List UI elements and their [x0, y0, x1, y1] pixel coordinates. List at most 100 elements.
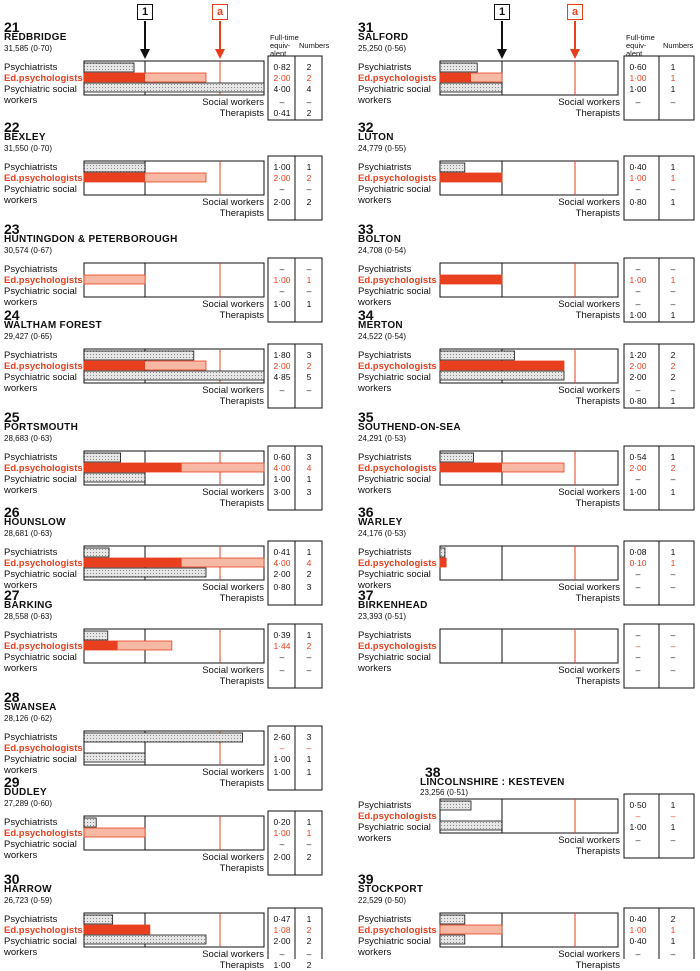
area-name-swansea: SWANSEA — [4, 702, 57, 713]
bar-psychiatrists — [439, 350, 515, 361]
label-therapists: Therapists — [575, 498, 620, 509]
fte-value: – — [635, 184, 641, 194]
area-rank: 23 — [4, 221, 20, 237]
label-therapists: Therapists — [575, 108, 620, 119]
count-value: 2 — [306, 641, 312, 651]
fte-value: – — [635, 299, 641, 309]
count-value: 1 — [670, 275, 676, 285]
fte-value: 1·00 — [273, 960, 291, 970]
fte-value: – — [635, 569, 641, 579]
area-rank: 28 — [4, 689, 20, 705]
count-value: – — [306, 665, 312, 675]
bar-psych-social-workers — [83, 82, 265, 93]
area-rank: 31 — [358, 19, 374, 35]
fte-value: 1·00 — [273, 828, 291, 838]
label-psychiatrists: Psychiatrists — [358, 800, 412, 811]
label-ed-psychologists: Ed.psychologists — [358, 558, 437, 569]
count-value: – — [670, 811, 676, 821]
marker-1-box: 1 — [494, 4, 510, 20]
count-value: 1 — [306, 754, 312, 764]
bar-psychiatrists — [439, 162, 466, 173]
bar-psych-social-workers — [439, 934, 466, 945]
fte-value: 0·82 — [273, 62, 291, 72]
numbers-header-right: Numbers — [663, 41, 694, 50]
area-name-redbridge: REDBRIDGE — [4, 32, 67, 43]
count-value: – — [306, 743, 312, 753]
marker-a-box: a — [567, 4, 583, 20]
fte-value: 1·00 — [629, 173, 647, 183]
fte-value: 0·60 — [273, 452, 291, 462]
area-rank: 30 — [4, 871, 20, 887]
label-social-workers: Social workers — [202, 97, 264, 108]
bar-ed-psychologists — [439, 924, 503, 935]
area-name-southend-on-sea: SOUTHEND-ON-SEA — [358, 422, 461, 433]
label-social-workers: Social workers — [558, 665, 620, 676]
fte-value: – — [635, 264, 641, 274]
bar-ed-psychologists-filled — [84, 463, 182, 472]
fte-value: 0·80 — [273, 582, 291, 592]
label-psych-social: Psychiatric social — [4, 936, 77, 947]
fte-value: 0·10 — [629, 558, 647, 568]
count-value: 1 — [670, 197, 676, 207]
count-value: 1 — [670, 925, 676, 935]
label-ed-psychologists: Ed.psychologists — [4, 173, 83, 184]
count-value: 1 — [670, 62, 676, 72]
label-therapists: Therapists — [219, 310, 264, 321]
count-value: 2 — [670, 463, 676, 473]
area-name-portsmouth: PORTSMOUTH — [4, 422, 79, 433]
label-therapists: Therapists — [575, 676, 620, 687]
label-ed-psychologists: Ed.psychologists — [4, 743, 83, 754]
count-value: 3 — [306, 582, 312, 592]
label-social-workers: Social workers — [202, 949, 264, 960]
fte-value: 1·00 — [629, 73, 647, 83]
count-value: 2 — [670, 914, 676, 924]
label-psych-social: Psychiatric social — [358, 474, 431, 485]
label-social-workers: Social workers — [202, 852, 264, 863]
count-value: 1 — [306, 914, 312, 924]
bar-psych-social-workers — [83, 934, 207, 945]
area-population: 24,291 (0·53) — [358, 434, 407, 443]
label-ed-psychologists: Ed.psychologists — [4, 641, 83, 652]
label-social-workers: Social workers — [558, 197, 620, 208]
area-population: 28,126 (0·62) — [4, 714, 53, 723]
count-value: – — [670, 835, 676, 845]
area-rank: 27 — [4, 587, 20, 603]
fte-value: – — [635, 630, 641, 640]
label-therapists: Therapists — [219, 960, 264, 971]
fte-value: 0·08 — [629, 547, 647, 557]
label-therapists: Therapists — [219, 778, 264, 789]
fte-value: 0·40 — [629, 936, 647, 946]
count-value: – — [670, 474, 676, 484]
bar-psychiatrists — [439, 914, 466, 925]
label-psychiatrists: Psychiatrists — [4, 630, 58, 641]
bar-psych-social-workers — [439, 370, 565, 381]
area-population: 22,529 (0·50) — [358, 896, 407, 905]
label-workers: workers — [358, 297, 392, 308]
count-value: 2 — [306, 960, 312, 970]
fte-value: 1·00 — [629, 487, 647, 497]
count-value: – — [306, 949, 312, 959]
area-name-waltham-forest: WALTHAM FOREST — [4, 320, 102, 331]
fte-value: 1·00 — [273, 299, 291, 309]
count-value: 2 — [306, 569, 312, 579]
count-value: – — [306, 97, 312, 107]
label-psychiatrists: Psychiatrists — [358, 264, 412, 275]
label-ed-psychologists: Ed.psychologists — [358, 811, 437, 822]
label-psychiatrists: Psychiatrists — [358, 162, 412, 173]
bar-ed-psychologists-filled — [440, 361, 564, 370]
label-psych-social: Psychiatric social — [4, 84, 77, 95]
fte-value: – — [635, 582, 641, 592]
count-value: 1 — [306, 767, 312, 777]
area-rank: 39 — [358, 871, 374, 887]
count-value: – — [670, 582, 676, 592]
bar-ed-psychologists-filled — [440, 173, 502, 182]
count-value: 2 — [306, 852, 312, 862]
label-workers: workers — [4, 195, 38, 206]
bar-psychiatrists — [83, 732, 244, 743]
count-value: 1 — [670, 84, 676, 94]
fte-value: 2·00 — [273, 173, 291, 183]
fte-value: 0·54 — [629, 452, 647, 462]
count-value: 1 — [670, 310, 676, 320]
bar-ed-psychologists-filled — [84, 641, 118, 650]
fte-value: 1·00 — [629, 275, 647, 285]
